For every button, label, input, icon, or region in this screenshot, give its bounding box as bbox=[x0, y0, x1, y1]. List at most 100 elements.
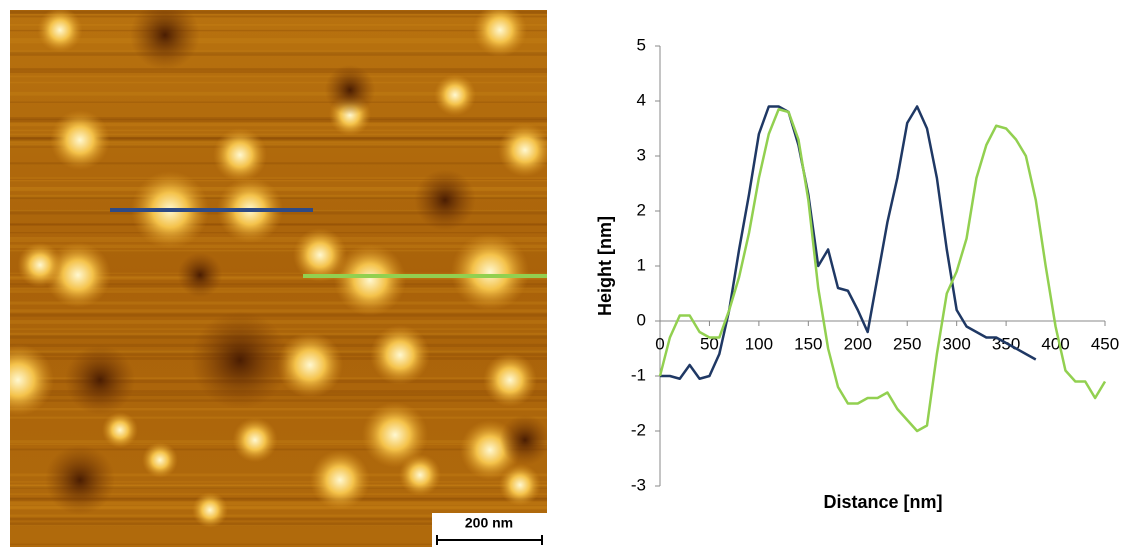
scan-streak bbox=[10, 177, 547, 182]
scan-streak bbox=[10, 51, 547, 56]
afm-pit bbox=[45, 445, 115, 515]
scan-streak bbox=[10, 390, 547, 394]
scan-streak bbox=[10, 143, 547, 147]
scan-streak bbox=[10, 140, 547, 143]
scan-streak bbox=[10, 320, 547, 324]
scan-streak bbox=[10, 501, 547, 506]
scan-streak bbox=[10, 328, 547, 330]
scan-streak bbox=[10, 236, 547, 240]
scan-streak bbox=[10, 440, 547, 444]
afm-particle bbox=[17, 242, 63, 288]
scan-streak bbox=[10, 144, 547, 148]
scan-streak bbox=[10, 486, 547, 489]
scan-streak bbox=[10, 473, 547, 477]
scan-streak bbox=[10, 498, 547, 500]
scan-streak bbox=[10, 137, 547, 142]
scan-streak bbox=[10, 416, 547, 419]
y-tick-label: 0 bbox=[637, 310, 646, 329]
y-tick-label: -3 bbox=[631, 475, 646, 494]
afm-particle bbox=[483, 353, 537, 407]
scan-streak bbox=[10, 517, 547, 521]
scan-streak bbox=[10, 188, 547, 190]
afm-particle bbox=[142, 442, 178, 478]
scan-streak bbox=[10, 497, 547, 501]
afm-particle bbox=[399, 454, 441, 496]
scan-streak bbox=[10, 178, 547, 180]
x-tick-label: 150 bbox=[794, 334, 822, 353]
scan-streak bbox=[10, 51, 547, 54]
afm-particle bbox=[451, 233, 529, 311]
afm-pit bbox=[324, 64, 376, 116]
scan-streak bbox=[10, 275, 547, 279]
scan-streak bbox=[10, 129, 547, 132]
scan-streak bbox=[10, 101, 547, 103]
x-tick-label: 0 bbox=[655, 334, 664, 353]
scan-streak bbox=[10, 186, 547, 191]
x-tick-label: 200 bbox=[844, 334, 872, 353]
scan-streak bbox=[10, 290, 547, 293]
scan-streak bbox=[10, 301, 547, 305]
afm-particle bbox=[473, 10, 527, 57]
scan-streak bbox=[10, 514, 547, 517]
afm-pit bbox=[191, 311, 289, 409]
scan-streak bbox=[10, 91, 547, 96]
x-tick-label: 450 bbox=[1091, 334, 1119, 353]
scan-streak bbox=[10, 188, 547, 192]
scan-streak bbox=[10, 481, 547, 483]
x-tick-label: 100 bbox=[745, 334, 773, 353]
scan-streak bbox=[10, 69, 547, 73]
scan-streak bbox=[10, 309, 547, 313]
scan-streak bbox=[10, 506, 547, 510]
scan-streak bbox=[10, 38, 547, 42]
scan-streak bbox=[10, 81, 547, 84]
y-tick-label: 3 bbox=[637, 145, 646, 164]
scan-streak bbox=[10, 407, 547, 411]
afm-particle bbox=[10, 344, 54, 416]
afm-pit bbox=[65, 345, 135, 415]
afm-particle bbox=[192, 492, 228, 528]
scan-streak bbox=[10, 244, 547, 249]
scan-streak bbox=[10, 50, 547, 54]
scan-streak bbox=[10, 117, 547, 121]
scan-streak bbox=[10, 162, 547, 165]
afm-particle bbox=[213, 128, 267, 182]
afm-pit bbox=[499, 414, 547, 466]
y-tick-label: 2 bbox=[637, 200, 646, 219]
scan-streak bbox=[10, 10, 547, 14]
y-tick-label: -1 bbox=[631, 365, 646, 384]
scan-streak bbox=[10, 286, 547, 288]
afm-particle bbox=[362, 402, 428, 468]
scan-streak bbox=[10, 393, 547, 396]
x-axis-title: Distance [nm] bbox=[823, 492, 942, 512]
scan-streak bbox=[10, 485, 547, 489]
scan-streak bbox=[10, 29, 547, 32]
y-axis-title: Height [nm] bbox=[595, 216, 615, 316]
series-line bbox=[658, 108, 1107, 433]
afm-particle bbox=[232, 417, 278, 463]
scan-streak bbox=[10, 277, 547, 280]
scan-streak bbox=[10, 240, 547, 242]
scan-streak bbox=[10, 313, 547, 317]
x-tick-label: 50 bbox=[700, 334, 719, 353]
scan-streak bbox=[10, 135, 547, 139]
scan-streak bbox=[10, 23, 547, 26]
scan-streak bbox=[10, 232, 547, 234]
scan-streak bbox=[10, 133, 547, 138]
series-line bbox=[660, 105, 1037, 380]
afm-particle bbox=[498, 123, 547, 177]
scan-streak bbox=[10, 484, 547, 488]
scan-streak bbox=[10, 543, 547, 545]
scan-streak bbox=[10, 136, 547, 140]
scan-streak bbox=[10, 15, 547, 18]
afm-particle bbox=[293, 228, 347, 282]
scan-streak bbox=[10, 443, 547, 445]
scan-streak bbox=[10, 522, 547, 526]
scan-streak bbox=[10, 283, 547, 286]
x-tick-label: 300 bbox=[942, 334, 970, 353]
scale-bar-box bbox=[432, 513, 547, 547]
scan-streak bbox=[10, 75, 547, 78]
scan-streak bbox=[10, 524, 547, 526]
scan-streak bbox=[10, 187, 547, 190]
scan-streak bbox=[10, 249, 547, 252]
